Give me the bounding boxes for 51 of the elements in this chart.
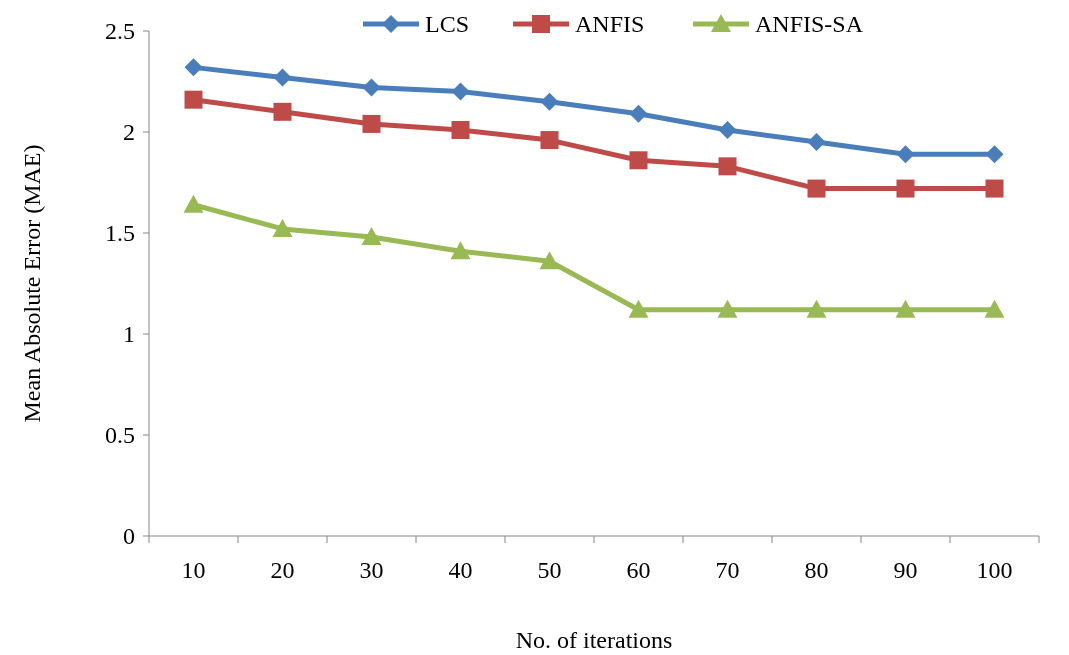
point [361, 227, 382, 246]
y-tick-label: 0.5 [105, 422, 135, 449]
point [984, 299, 1005, 318]
x-tick-label: 30 [359, 557, 384, 583]
point [629, 151, 648, 170]
point [183, 194, 204, 213]
point [896, 179, 915, 198]
legend-label: ANFIS [575, 11, 645, 38]
point [717, 299, 738, 318]
point [539, 251, 560, 270]
point [718, 120, 737, 139]
point [451, 82, 470, 101]
x-tick-label: 70 [715, 557, 740, 583]
point [272, 218, 293, 237]
point [628, 299, 649, 318]
y-tick-label: 1.5 [105, 220, 135, 247]
point [273, 102, 292, 121]
point [985, 179, 1004, 198]
point [896, 145, 915, 164]
point [184, 58, 203, 77]
point [184, 90, 203, 109]
y-tick-label: 2.5 [105, 18, 135, 45]
x-tick-label: 50 [537, 557, 562, 583]
x-tick-label: 10 [181, 557, 206, 583]
y-tick-label: 2 [123, 119, 135, 146]
y-tick-label: 0 [123, 523, 135, 550]
x-tick-label: 60 [626, 557, 651, 583]
legend-label: LCS [425, 11, 470, 38]
y-axis-title: Mean Absolute Error (MAE) [19, 144, 45, 423]
point [540, 92, 559, 111]
x-axis-title: No. of iterations [515, 627, 673, 653]
x-tick-label: 90 [893, 557, 918, 583]
point [450, 241, 471, 260]
point [718, 157, 737, 176]
point [451, 120, 470, 139]
y-tick-label: 1 [123, 321, 135, 348]
point [362, 78, 381, 97]
point [807, 133, 826, 152]
legend-label: ANFIS-SA [755, 11, 864, 38]
point [273, 68, 292, 87]
point [895, 299, 916, 318]
x-tick-label: 80 [804, 557, 829, 583]
x-tick-label: 40 [448, 557, 473, 583]
point [807, 179, 826, 198]
point [985, 145, 1004, 164]
point [806, 299, 827, 318]
point [362, 114, 381, 133]
point [629, 104, 648, 123]
point [540, 131, 559, 150]
x-tick-label: 100 [976, 557, 1013, 583]
x-tick-label: 20 [270, 557, 295, 583]
